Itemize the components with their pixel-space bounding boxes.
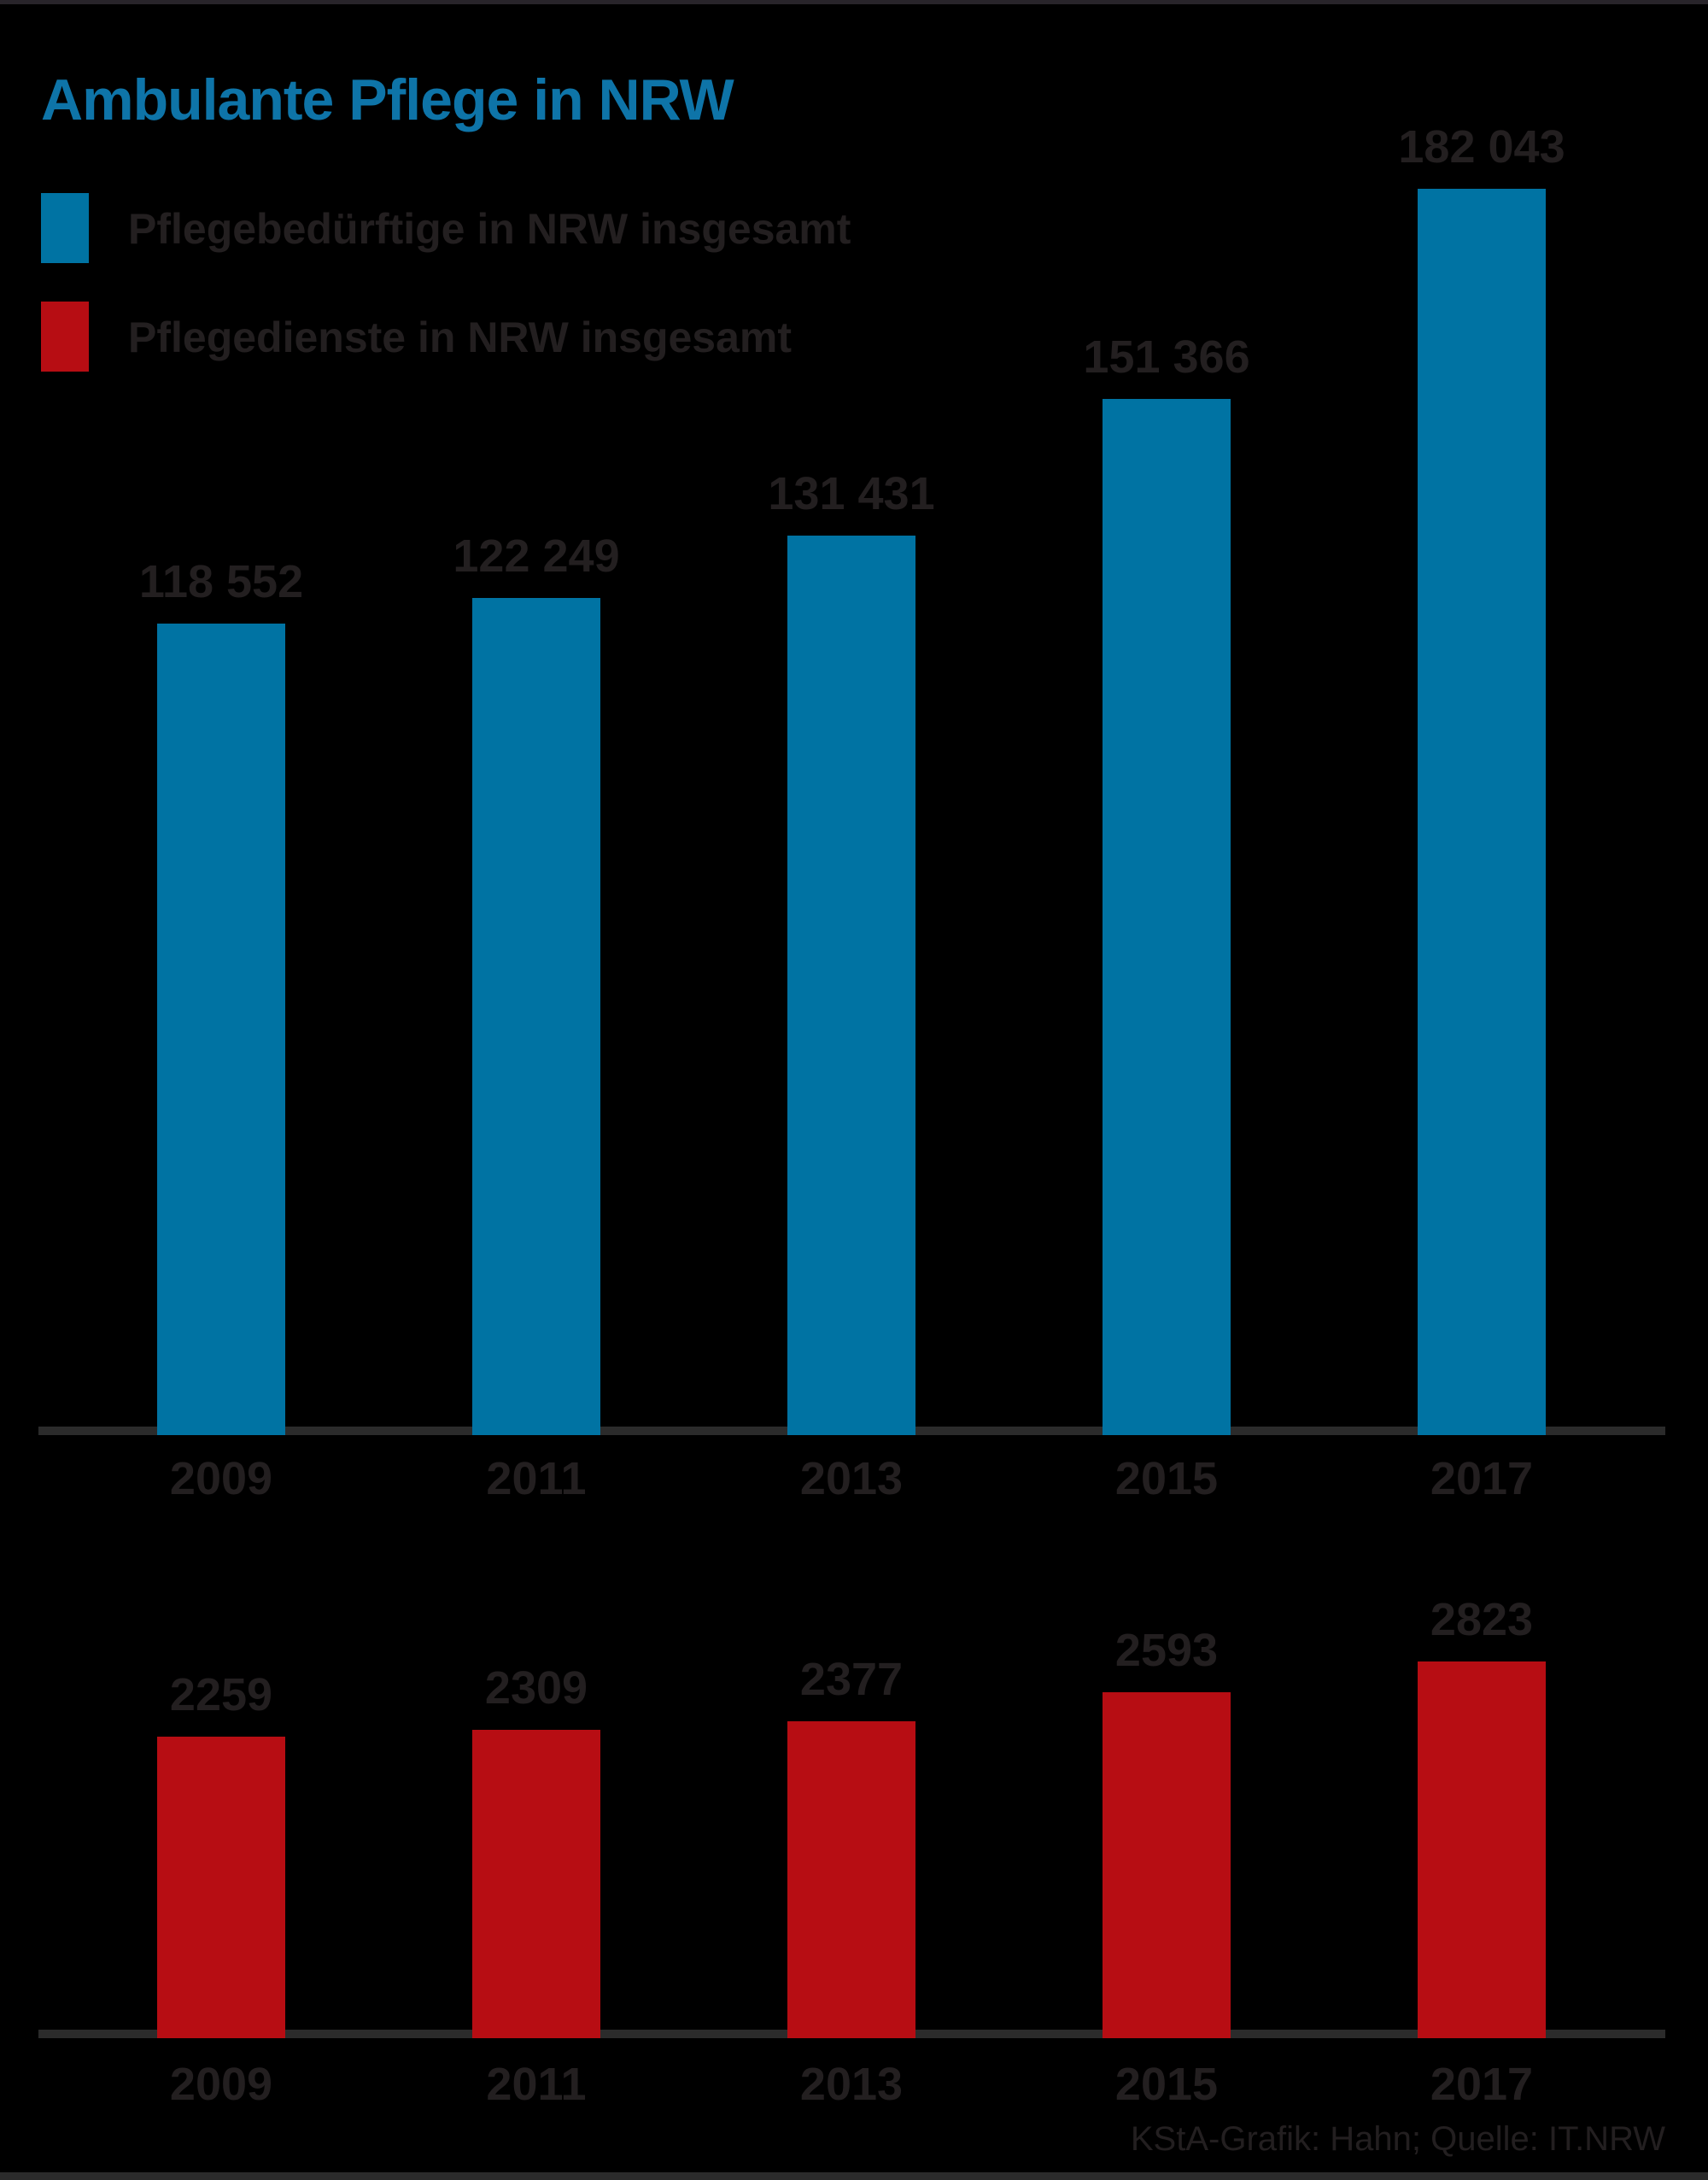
bar-2009-pflegedienste [157, 1737, 285, 2038]
red-legend-swatch-icon [41, 302, 89, 372]
bar-value-label: 2593 [1114, 1625, 1219, 1676]
x-axis-label-2011: 2011 [486, 2059, 587, 2110]
blue-legend-swatch-icon [41, 193, 89, 263]
x-axis-label-2015: 2015 [1114, 2059, 1219, 2110]
bar-2017-pflegedienste [1418, 1661, 1546, 2038]
bar-value-label: 2377 [799, 1654, 904, 1705]
page-title: Ambulante Pflege in NRW [41, 67, 734, 132]
bar-2013-pflegedienste [787, 1721, 915, 2038]
legend-item-pflegebeduerftige: Pflegebedürftige in NRW insgesamt [41, 193, 1066, 265]
x-axis-label-2013: 2013 [799, 1453, 904, 1504]
bar-2011-pflegedienste [472, 1730, 600, 2038]
bar-2015-pflegedienste [1103, 1692, 1231, 2038]
bar-value-label: 2823 [1430, 1594, 1534, 1645]
x-axis-label-2017: 2017 [1430, 2059, 1534, 2110]
bar-value-label: 122 249 [453, 530, 620, 582]
legend-label: Pflegebedürftige in NRW insgesamt [128, 205, 851, 253]
legend-label: Pflegedienste in NRW insgesamt [128, 314, 793, 361]
bar-2017-pflegebeduerftige [1418, 189, 1546, 1435]
x-axis-label-2009: 2009 [169, 2059, 273, 2110]
legend-item-pflegedienste: Pflegedienste in NRW insgesamt [41, 302, 1066, 373]
x-axis-label-2017: 2017 [1430, 1453, 1534, 1504]
bar-value-label: 151 366 [1083, 331, 1250, 383]
x-axis-label-2011: 2011 [486, 1453, 587, 1504]
x-axis-label-2009: 2009 [169, 1453, 273, 1504]
bar-value-label: 131 431 [768, 468, 935, 519]
bar-value-label: 182 043 [1398, 121, 1565, 173]
bar-2015-pflegebeduerftige [1103, 399, 1231, 1435]
bar-value-label: 2259 [169, 1669, 273, 1720]
top-border-strip [0, 0, 1708, 4]
bar-2011-pflegebeduerftige [472, 598, 600, 1435]
x-axis-label-2015: 2015 [1114, 1453, 1219, 1504]
x-axis-label-2013: 2013 [799, 2059, 904, 2110]
source-credit: KStA-Grafik: Hahn; Quelle: IT.NRW [1130, 2120, 1665, 2158]
bar-value-label: 2309 [484, 1662, 588, 1714]
bottom-border-strip [0, 2172, 1708, 2180]
bar-value-label: 118 552 [138, 556, 304, 607]
bar-2009-pflegebeduerftige [157, 624, 285, 1435]
bar-2013-pflegebeduerftige [787, 536, 915, 1435]
